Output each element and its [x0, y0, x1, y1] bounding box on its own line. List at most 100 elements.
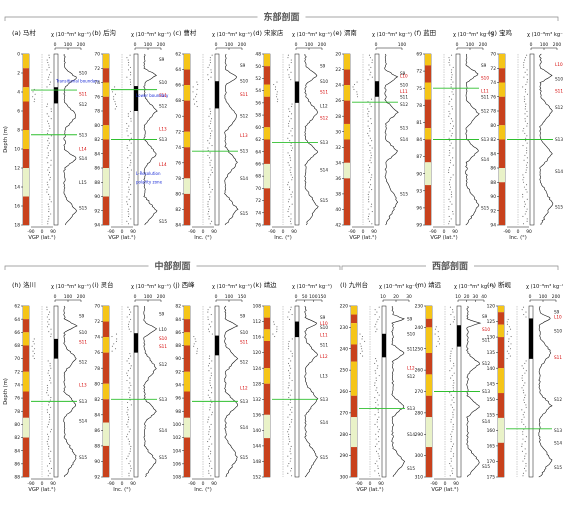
chi-tick-label: 100: [398, 42, 407, 48]
vgp-point: [448, 215, 450, 217]
vgp-point: [208, 125, 210, 127]
vgp-point: [208, 355, 211, 357]
vgp-point: [47, 433, 49, 435]
vgp-point: [129, 465, 132, 467]
strat-layer: [351, 395, 357, 418]
vgp-point: [378, 428, 380, 430]
vgp-point: [356, 91, 358, 93]
unit-label: S12: [400, 102, 408, 107]
vgp-point: [290, 171, 292, 174]
vgp-point: [210, 314, 212, 316]
vgp-point: [522, 438, 524, 440]
vgp-point: [207, 328, 210, 330]
polarity-column: [528, 305, 534, 478]
vgp-point: [289, 186, 291, 188]
depth-tick-label: 36: [335, 176, 341, 182]
vgp-point: [195, 340, 197, 342]
vgp-point: [521, 409, 523, 411]
vgp-point: [291, 191, 293, 193]
strat-layer: [184, 345, 190, 372]
strat-layer: [425, 54, 431, 66]
vgp-point: [114, 103, 117, 105]
polarity-column: [214, 53, 220, 226]
unit-label: S9: [79, 313, 85, 318]
chi-tick-label: 50: [302, 294, 308, 300]
vgp-point: [450, 350, 452, 352]
vgp-point: [453, 382, 455, 384]
vgp-point: [449, 306, 451, 308]
vgp-point: [451, 91, 453, 93]
vgp-point: [211, 130, 213, 132]
vgp-point: [289, 409, 292, 411]
vgp-point: [207, 309, 209, 311]
vgp-point: [452, 455, 454, 457]
chi-tick-label: 100: [64, 42, 73, 48]
strat-layer: [103, 306, 109, 322]
vgp-point: [50, 382, 52, 384]
vgp-point: [371, 140, 373, 142]
vgp-point: [111, 345, 113, 347]
chi-axis-label: χ (10⁻⁸m³ kg⁻¹): [212, 32, 252, 38]
vgp-point: [449, 463, 451, 465]
vgp-axis-label: Inc. (°): [113, 487, 131, 493]
strat-layer: [344, 139, 350, 163]
vgp-point: [451, 470, 453, 472]
vgp-point: [46, 86, 48, 88]
vgp-point: [448, 115, 450, 117]
vgp-point: [526, 191, 528, 193]
vgp-point: [207, 79, 210, 81]
strat-layer: [184, 437, 190, 477]
vgp-point: [126, 145, 128, 147]
chi-tick-label: 200: [157, 42, 166, 48]
vgp-point: [209, 152, 211, 154]
chi-tick-label: 0: [134, 294, 137, 300]
vgp-point: [127, 438, 129, 440]
vgp-point: [369, 103, 371, 105]
vgp-point: [208, 218, 210, 220]
vgp-point: [46, 309, 48, 311]
vgp-point: [290, 118, 292, 120]
vgp-point: [525, 360, 527, 362]
vgp-point: [114, 348, 117, 350]
vgp-point: [209, 162, 211, 164]
vgp-point: [506, 333, 508, 335]
vgp-point: [111, 91, 114, 93]
vgp-point: [508, 353, 510, 355]
depth-tick-label: 84: [14, 448, 20, 454]
depth-tick-label: 28: [335, 114, 341, 120]
vgp-point: [453, 372, 455, 374]
vgp-point: [277, 98, 279, 100]
unit-label: L11: [320, 333, 328, 338]
vgp-point: [368, 135, 370, 137]
vgp-point: [46, 189, 48, 191]
vgp-point: [47, 152, 49, 154]
vgp-point: [291, 338, 293, 340]
depth-tick-label: 24: [335, 83, 341, 89]
vgp-point: [207, 441, 209, 443]
unit-label: S9: [320, 64, 326, 69]
unit-label: S11: [79, 91, 87, 96]
unit-label: S13: [320, 397, 328, 402]
vgp-point: [128, 416, 130, 418]
vgp-point: [210, 191, 212, 193]
vgp-point: [452, 66, 454, 68]
vgp-point: [448, 167, 450, 169]
depth-tick-label: 74: [94, 80, 100, 86]
vgp-point: [448, 137, 450, 139]
vgp-point: [374, 382, 376, 384]
strat-layer: [103, 337, 109, 353]
vgp-point: [450, 118, 452, 120]
vgp-point: [287, 162, 289, 164]
vgp-tick-label: 0: [282, 229, 285, 235]
vgp-point: [128, 198, 130, 200]
vgp-point: [48, 193, 50, 196]
vgp-point: [289, 448, 291, 450]
strat-layer: [184, 193, 190, 225]
depth-tick-label: 78: [94, 366, 100, 372]
vgp-point: [291, 103, 293, 105]
vgp-point: [524, 394, 526, 396]
depth-tick-label: 100: [173, 422, 182, 428]
vgp-point: [524, 98, 526, 100]
unit-label: S15: [240, 455, 248, 460]
strat-layer: [426, 447, 432, 477]
